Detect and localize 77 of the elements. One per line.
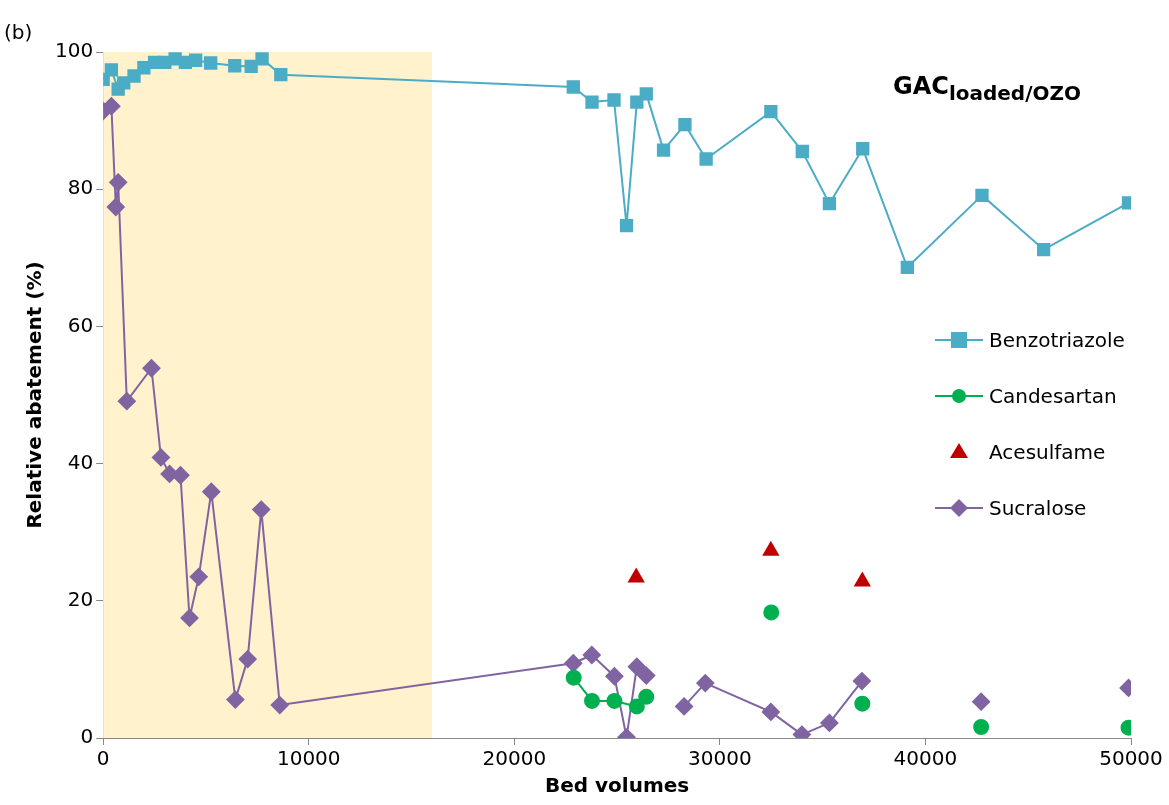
x-axis-title: Bed volumes bbox=[544, 773, 690, 798]
point bbox=[228, 59, 242, 73]
point bbox=[226, 690, 245, 709]
point bbox=[584, 692, 601, 709]
point bbox=[255, 52, 269, 66]
point bbox=[142, 359, 161, 378]
point bbox=[607, 93, 621, 107]
y-tick-label: 0 bbox=[80, 724, 94, 749]
point bbox=[639, 87, 653, 101]
point bbox=[699, 152, 713, 166]
x-tick-label: 40000 bbox=[893, 746, 958, 771]
point bbox=[565, 669, 582, 686]
y-tick-label: 80 bbox=[67, 175, 94, 200]
point bbox=[854, 695, 871, 712]
point bbox=[106, 198, 125, 217]
point bbox=[204, 56, 218, 70]
y-tick-label: 20 bbox=[67, 587, 94, 611]
point bbox=[109, 173, 128, 192]
point bbox=[628, 698, 645, 715]
x-tick-label: 20000 bbox=[482, 746, 547, 771]
point bbox=[656, 143, 671, 157]
point bbox=[678, 118, 692, 132]
y-axis-title: Relative abatement (%) bbox=[22, 261, 47, 529]
point bbox=[137, 61, 151, 75]
point bbox=[274, 67, 288, 82]
point bbox=[822, 196, 837, 211]
legend-label: Sucralose bbox=[989, 496, 1087, 520]
point bbox=[127, 69, 141, 83]
point bbox=[763, 604, 780, 621]
point bbox=[852, 672, 871, 691]
point bbox=[180, 608, 199, 627]
point bbox=[820, 713, 839, 732]
y-tick-label: 60 bbox=[67, 312, 94, 337]
point bbox=[189, 53, 203, 67]
point bbox=[973, 719, 990, 736]
point bbox=[675, 697, 694, 716]
point bbox=[795, 144, 809, 159]
point bbox=[975, 188, 989, 203]
text: (b) bbox=[4, 20, 33, 44]
point bbox=[606, 692, 623, 709]
point bbox=[627, 657, 646, 676]
point bbox=[619, 218, 634, 233]
point bbox=[252, 500, 271, 519]
point bbox=[605, 667, 624, 686]
point bbox=[628, 568, 645, 583]
x-tick-label: 10000 bbox=[276, 746, 341, 771]
point bbox=[104, 63, 119, 77]
point bbox=[566, 80, 580, 94]
y-tick-label: 40 bbox=[67, 449, 94, 474]
point bbox=[151, 448, 170, 467]
point bbox=[696, 674, 715, 693]
point bbox=[638, 688, 655, 705]
point bbox=[270, 696, 289, 715]
point bbox=[103, 97, 121, 116]
point bbox=[202, 482, 221, 501]
legend-label: Acesulfame bbox=[989, 440, 1106, 464]
x-tick-label: 50000 bbox=[1099, 746, 1163, 771]
point bbox=[585, 95, 599, 109]
point bbox=[238, 650, 257, 669]
point bbox=[637, 666, 656, 685]
legend-label: Candesartan bbox=[989, 384, 1117, 408]
point bbox=[117, 392, 136, 411]
point bbox=[854, 572, 871, 587]
x-tick-label: 30000 bbox=[688, 746, 752, 771]
point bbox=[189, 567, 208, 586]
x-tick-label: 0 bbox=[96, 746, 110, 771]
point bbox=[972, 692, 991, 711]
point bbox=[564, 654, 583, 673]
annotation: GAC$_{loaded/OZO}$ bbox=[893, 72, 1081, 105]
point bbox=[900, 260, 914, 275]
point bbox=[764, 105, 778, 119]
point bbox=[856, 142, 870, 156]
point bbox=[1036, 242, 1051, 257]
point bbox=[761, 702, 780, 721]
point bbox=[582, 645, 601, 664]
legend-label: Benzotriazole bbox=[989, 328, 1125, 352]
y-tick-label: 100 bbox=[54, 38, 94, 63]
